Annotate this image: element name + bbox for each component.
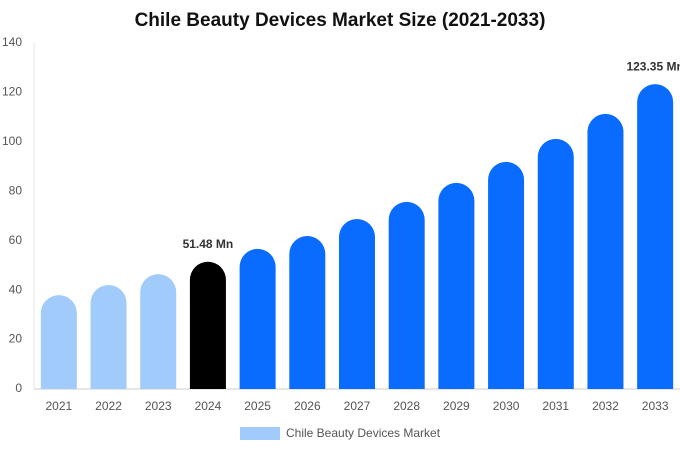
- bar: [90, 284, 127, 389]
- legend-label: Chile Beauty Devices Market: [286, 426, 441, 440]
- y-tick-label: 20: [9, 332, 23, 346]
- y-tick-label: 100: [2, 134, 22, 148]
- x-tick-label: 2021: [45, 399, 72, 413]
- bar: [140, 274, 177, 389]
- x-tick-label: 2026: [294, 399, 321, 413]
- data-label: 51.48 Mn: [183, 237, 234, 251]
- bar: [239, 248, 276, 389]
- data-label: 123.35 Mn: [626, 59, 680, 73]
- bar: [587, 113, 624, 389]
- bar: [189, 261, 226, 389]
- y-tick-label: 80: [9, 183, 23, 197]
- legend-swatch: [240, 427, 280, 440]
- x-tick-label: 2030: [493, 399, 520, 413]
- x-tick-label: 2025: [244, 399, 271, 413]
- x-tick-label: 2028: [393, 399, 420, 413]
- x-tick-label: 2022: [95, 399, 122, 413]
- y-tick-label: 120: [2, 85, 22, 99]
- x-tick-label: 2029: [443, 399, 470, 413]
- x-tick-label: 2031: [542, 399, 569, 413]
- y-tick-label: 140: [2, 35, 22, 49]
- x-tick-label: 2024: [195, 399, 222, 413]
- x-tick-label: 2032: [592, 399, 619, 413]
- bar: [438, 182, 475, 389]
- y-tick-label: 40: [9, 282, 23, 296]
- bar: [537, 138, 574, 389]
- x-tick-label: 2023: [145, 399, 172, 413]
- bar: [40, 295, 77, 389]
- bar: [289, 236, 326, 389]
- y-tick-label: 60: [9, 233, 23, 247]
- x-tick-label: 2027: [344, 399, 371, 413]
- chart-title: Chile Beauty Devices Market Size (2021-2…: [135, 10, 546, 31]
- bar: [339, 218, 375, 389]
- bar: [488, 161, 525, 389]
- bar: [388, 201, 425, 389]
- y-tick-label: 0: [15, 381, 22, 395]
- x-tick-label: 2033: [642, 399, 669, 413]
- bar: [637, 84, 674, 389]
